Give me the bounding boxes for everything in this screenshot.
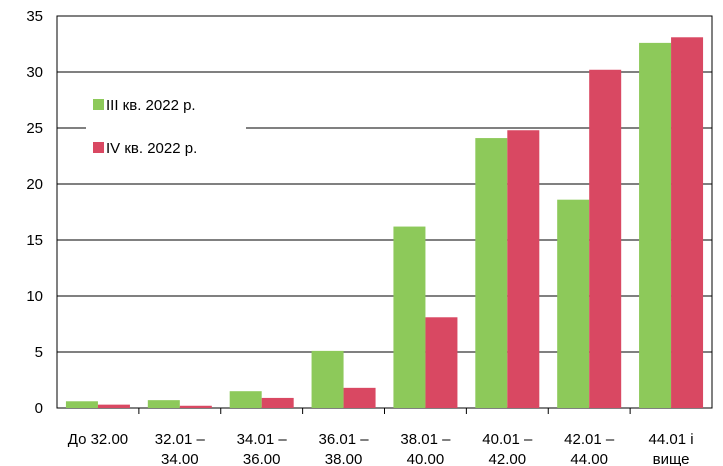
bar (147, 400, 180, 408)
x-category-label: 44.00 (570, 451, 608, 466)
x-axis-labels: До 32.00 32.01 – 34.00 34.01 – 36.00 36.01 – 3… (68, 408, 694, 466)
y-tick-label: 35 (26, 8, 43, 25)
bar (671, 37, 704, 408)
bar (97, 404, 130, 408)
bar (311, 350, 344, 408)
bar (65, 401, 98, 408)
bar (589, 69, 622, 408)
x-category-label: 36.01 – (319, 431, 370, 448)
x-category-label: 38.01 – (400, 431, 451, 448)
legend-label-iv-q: IV кв. 2022 р. (106, 140, 197, 157)
y-tick-label: 10 (26, 288, 43, 305)
bar (393, 226, 426, 408)
bar (425, 317, 458, 408)
x-category-label: вище (653, 451, 690, 466)
legend-label-iii-q: III кв. 2022 р. (106, 97, 196, 114)
legend-box (86, 86, 246, 166)
x-category-label: 32.01 – (155, 431, 206, 448)
y-tick-label: 5 (35, 344, 43, 361)
y-tick-label: 15 (26, 232, 43, 249)
x-category-label: 40.01 – (482, 431, 533, 448)
bars (65, 37, 704, 409)
y-axis-ticks: 0 5 10 15 20 25 30 35 (26, 8, 43, 417)
x-category-label: 34.00 (161, 451, 199, 466)
legend-swatch-iv-q (93, 142, 104, 153)
y-tick-label: 0 (35, 400, 43, 417)
bar (229, 391, 262, 408)
x-category-label: До 32.00 (68, 431, 128, 448)
y-tick-label: 30 (26, 64, 43, 81)
bar (557, 199, 590, 408)
bar (507, 130, 540, 409)
y-tick-label: 25 (26, 120, 43, 137)
y-tick-label: 20 (26, 176, 43, 193)
x-category-label: 34.01 – (237, 431, 288, 448)
bar (639, 42, 672, 408)
x-category-label: 40.00 (407, 451, 445, 466)
legend-swatch-iii-q (93, 99, 104, 110)
bar (475, 138, 508, 408)
x-category-label: 42.01 – (564, 431, 615, 448)
x-category-label: 44.01 і (649, 431, 694, 448)
legend: III кв. 2022 р. IV кв. 2022 р. (86, 86, 246, 166)
bar (343, 387, 376, 408)
x-category-label: 38.00 (325, 451, 363, 466)
bar (261, 397, 294, 408)
x-category-label: 36.00 (243, 451, 281, 466)
x-category-label: 42.00 (489, 451, 527, 466)
bar (179, 405, 212, 408)
